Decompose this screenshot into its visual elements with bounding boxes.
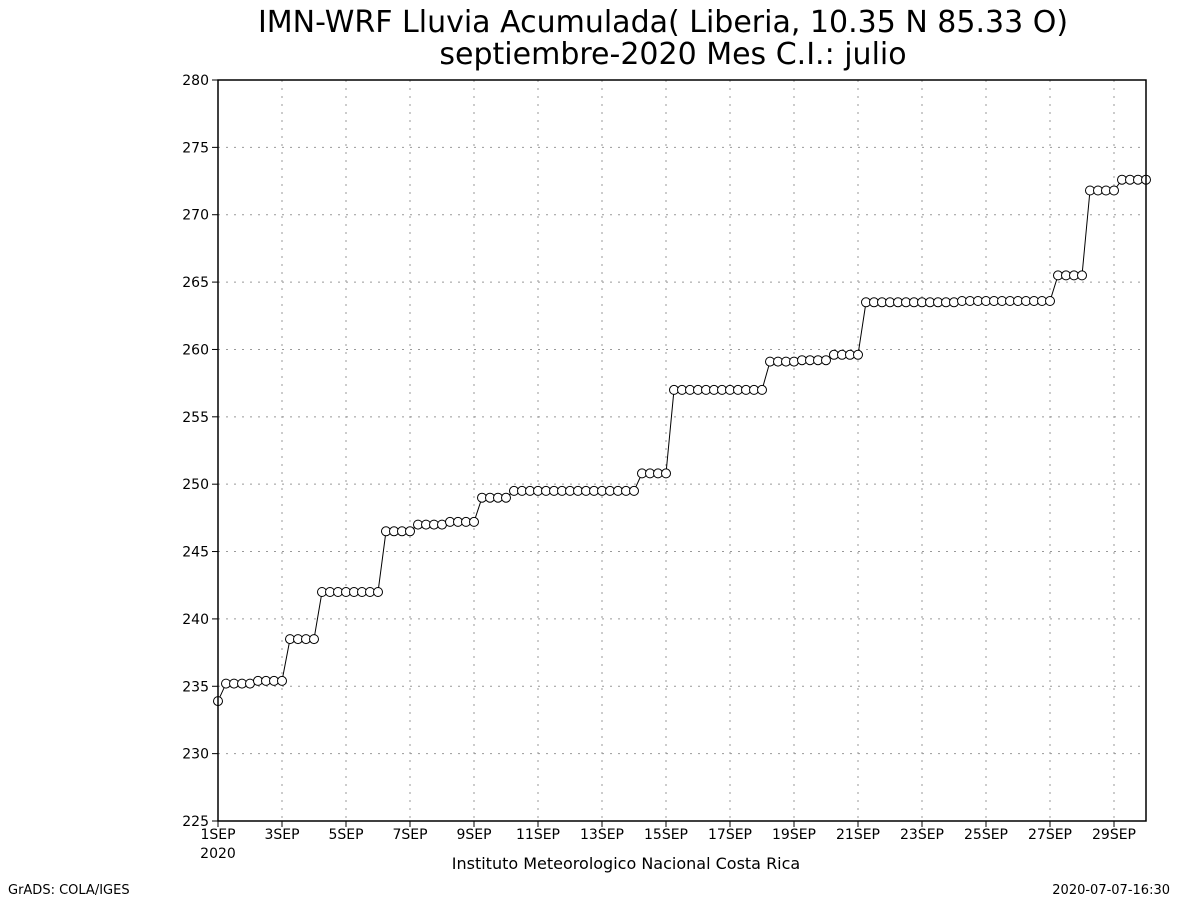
data-point bbox=[469, 516, 479, 527]
x-tick-label: 13SEP bbox=[580, 827, 624, 843]
data-point bbox=[949, 297, 959, 308]
y-tick-label: 230 bbox=[182, 747, 209, 763]
x-tick-label: 17SEP bbox=[708, 827, 752, 843]
x-tick-label: 25SEP bbox=[964, 827, 1008, 843]
y-tick-label: 245 bbox=[182, 545, 209, 561]
y-tick-label: 270 bbox=[182, 208, 209, 224]
x-tick-label: 11SEP bbox=[516, 827, 560, 843]
y-tick-label: 225 bbox=[182, 814, 209, 830]
data-point bbox=[853, 349, 863, 360]
x-tick-label: 5SEP bbox=[328, 827, 363, 843]
x-tick-label: 7SEP bbox=[392, 827, 427, 843]
data-point bbox=[277, 675, 287, 686]
x-axis: 1SEP 3SEP 5SEP 7SEP 9SEP 11SEP 13SEP 15SEP 17SEP… bbox=[200, 821, 1136, 843]
y-tick-label: 250 bbox=[182, 477, 209, 493]
data-point bbox=[1045, 296, 1055, 306]
y-tick-label: 255 bbox=[182, 410, 209, 426]
data-markers bbox=[213, 174, 1151, 707]
data-point bbox=[1109, 185, 1119, 196]
x-year-label: 2020 bbox=[200, 846, 236, 862]
y-axis: 225 230 235 240 245 250 255 260 265 270 275 280 bbox=[182, 73, 218, 830]
x-tick-label: 29SEP bbox=[1092, 827, 1136, 843]
x-tick-label: 9SEP bbox=[456, 827, 491, 843]
x-tick-label: 15SEP bbox=[644, 827, 688, 843]
data-point bbox=[373, 587, 383, 597]
x-tick-label: 21SEP bbox=[836, 827, 880, 843]
x-tick-label: 1SEP bbox=[200, 827, 235, 843]
grid bbox=[218, 80, 1146, 821]
y-tick-label: 235 bbox=[182, 679, 209, 695]
institution-label: Instituto Meteorologico Nacional Costa R… bbox=[452, 854, 800, 873]
data-point bbox=[661, 468, 671, 479]
data-point bbox=[1077, 270, 1087, 281]
chart-subtitle: septiembre-2020 Mes C.I.: julio bbox=[439, 37, 906, 72]
y-tick-label: 240 bbox=[182, 612, 209, 628]
y-tick-label: 265 bbox=[182, 275, 209, 291]
y-tick-label: 275 bbox=[182, 140, 209, 156]
data-point bbox=[789, 356, 799, 367]
timestamp-label: 2020-07-07-16:30 bbox=[1052, 883, 1170, 898]
x-tick-label: 27SEP bbox=[1028, 827, 1072, 843]
y-tick-label: 260 bbox=[182, 342, 209, 358]
data-point bbox=[405, 526, 415, 537]
grads-credit: GrADS: COLA/IGES bbox=[8, 883, 130, 898]
plot-frame bbox=[217, 79, 1147, 822]
data-point bbox=[629, 485, 639, 496]
data-point bbox=[757, 384, 767, 395]
data-point bbox=[821, 355, 831, 366]
y-tick-label: 280 bbox=[182, 73, 209, 89]
x-tick-label: 19SEP bbox=[772, 827, 816, 843]
chart-title: IMN-WRF Lluvia Acumulada( Liberia, 10.35… bbox=[258, 5, 1068, 40]
series-line bbox=[217, 179, 1146, 702]
x-tick-label: 3SEP bbox=[264, 827, 299, 843]
data-point bbox=[501, 492, 511, 503]
data-point bbox=[309, 634, 319, 645]
x-tick-label: 23SEP bbox=[900, 827, 944, 843]
